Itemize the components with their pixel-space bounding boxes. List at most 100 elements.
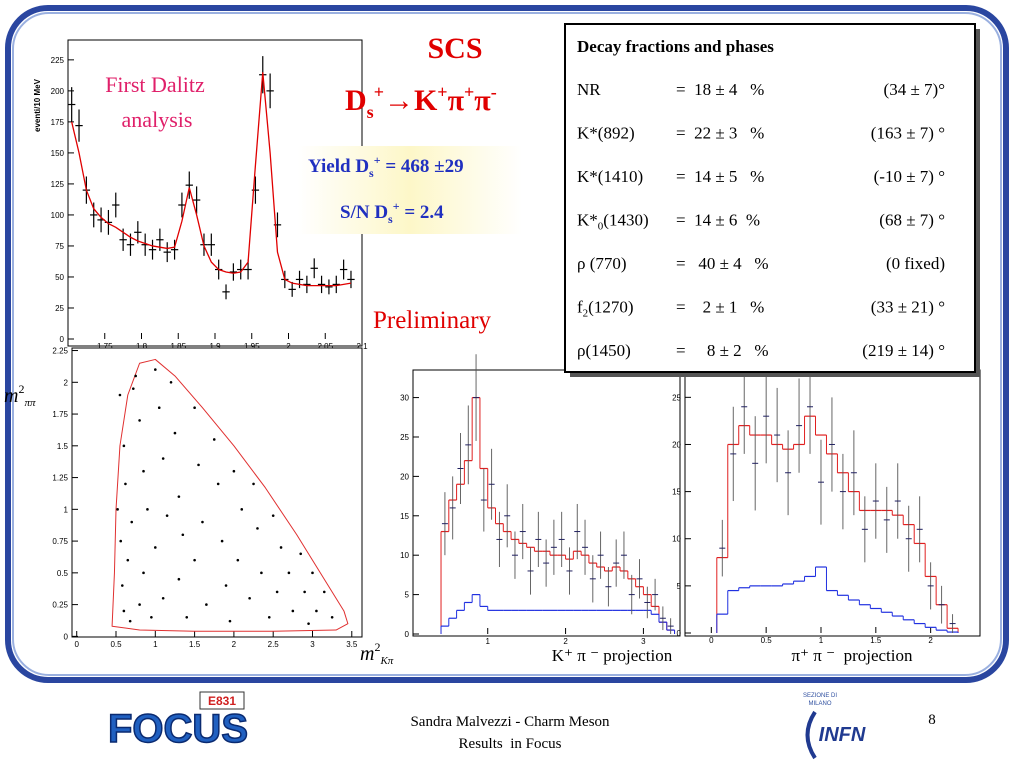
row-fraction: = 8 ± 2 % [676, 341, 769, 360]
x-tick-label: 0 [709, 636, 714, 645]
sn-sup: + [393, 199, 400, 213]
formula-sub: s [367, 102, 374, 122]
x-tick-label: 1.75 [97, 342, 113, 351]
event-point [185, 616, 189, 619]
event-point [124, 482, 127, 486]
x-tick-label: 1 [819, 636, 824, 645]
event-point [322, 590, 326, 594]
logo-experiment: E831 [208, 694, 236, 708]
event-point [232, 469, 236, 473]
event-point [122, 609, 126, 613]
sn-part: = 2.4 [400, 202, 445, 223]
event-point [267, 616, 271, 619]
row-name: f2(1270) [577, 298, 634, 320]
y-tick-label: 20 [672, 440, 681, 449]
axis-label: m2Kπ [360, 640, 394, 667]
event-point [134, 374, 137, 378]
event-point [142, 469, 145, 473]
formula-part: π [474, 84, 491, 117]
event-point [181, 533, 185, 537]
first-dalitz: analysis [122, 107, 193, 132]
row-name: NR [577, 80, 601, 99]
x-tick-label: 3 [641, 637, 646, 646]
event-point [142, 571, 145, 575]
x-tick-label: 1.8 [136, 342, 148, 351]
y-tick-label: 20 [400, 472, 409, 481]
y-tick-label: 0.5 [57, 569, 69, 578]
row-phase: (163 ± 7) ° [871, 124, 945, 143]
x-tick-label: 1.9 [209, 342, 221, 351]
row-name-part: K* [577, 211, 598, 230]
event-point [315, 609, 318, 613]
event-point [128, 619, 132, 623]
axis-label-sup: 2 [18, 382, 24, 396]
row-name: ρ (770) [577, 254, 627, 273]
event-point [216, 482, 220, 486]
event-point [260, 571, 263, 575]
y-tick-label: 2 [64, 378, 69, 387]
logo-focus: FOCUS [108, 707, 248, 751]
formula-sup: + [437, 82, 447, 102]
x-tick-label: 1 [153, 640, 158, 649]
y-tick-label: 1.5 [57, 442, 69, 451]
x-tick-label: 1.5 [189, 640, 201, 649]
event-point [197, 463, 200, 467]
axis-label-base: m [360, 643, 374, 665]
row-phase: (-10 ± 7) ° [874, 167, 945, 186]
event-point [307, 622, 310, 625]
event-point [154, 368, 157, 371]
event-point [330, 616, 334, 619]
chart: 0 5 10 15 20 25 30 1 2 3 [400, 354, 681, 646]
formula-sup: + [374, 82, 384, 102]
event-point [193, 406, 196, 410]
event-point [132, 387, 135, 390]
event-point [303, 590, 306, 594]
fit-curve [71, 72, 352, 287]
y-tick-label: 15 [400, 512, 409, 521]
row-name-part: f [577, 298, 583, 317]
x-tick-label: 3.5 [346, 640, 358, 649]
event-point [193, 558, 196, 562]
event-point [177, 577, 181, 581]
x-tick-label: 1 [486, 637, 491, 646]
axis-label: m2ππ [4, 382, 36, 409]
y-tick-label: 0.25 [52, 601, 68, 610]
event-point [236, 558, 240, 562]
x-tick-label: 1.95 [244, 342, 260, 351]
dalitz-boundary [111, 358, 349, 632]
axis-label-base: m [4, 385, 18, 407]
row-name-sub: 0 [598, 221, 604, 233]
x-tick-label: 1.5 [870, 636, 882, 645]
event-point [138, 419, 141, 422]
event-point [240, 508, 244, 511]
formula-sup: + [464, 82, 474, 102]
event-point [116, 508, 119, 511]
y-tick-label: 30 [400, 394, 409, 403]
y-tick-label: 1.75 [52, 410, 68, 419]
formula-part: D [345, 84, 367, 117]
event-point [118, 393, 122, 397]
event-point [271, 514, 275, 517]
x-tick-label: 2.05 [317, 342, 333, 351]
y-tick-label: 0 [64, 632, 69, 641]
event-point [146, 508, 149, 511]
sn-sub: s [388, 212, 393, 226]
row-name: K*0(1430) [577, 211, 649, 233]
event-point [201, 520, 204, 524]
event-point [291, 609, 295, 613]
row-name-part: (1430) [603, 211, 648, 230]
yield-part: = 468 ±29 [381, 156, 464, 177]
row-name: ρ(1450) [577, 341, 631, 360]
event-point [154, 546, 157, 549]
row-fraction: = 14 ± 5 % [676, 167, 764, 186]
y-tick-label: 150 [51, 149, 65, 158]
preliminary: Preliminary [373, 307, 492, 334]
row-fraction: = 40 ± 4 % [676, 254, 769, 273]
formula-sup: - [491, 82, 497, 102]
y-tick-label: 25 [400, 433, 409, 442]
y-tick-label: 1 [64, 505, 69, 514]
event-point [138, 603, 141, 606]
row-fraction: = 14 ± 6 % [676, 211, 760, 230]
event-point [299, 552, 302, 556]
page-number: 8 [928, 712, 936, 728]
